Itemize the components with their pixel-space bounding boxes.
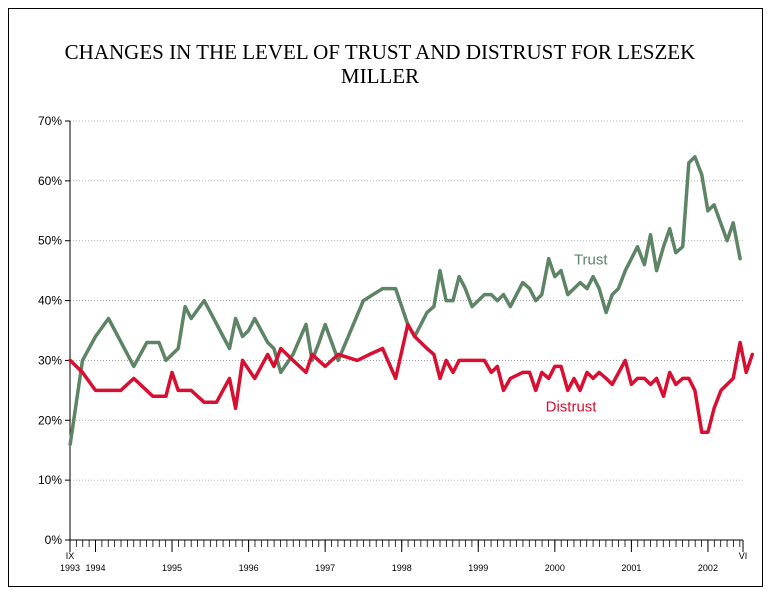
x-tick-label: 2001 — [621, 563, 641, 573]
y-tick-label: 10% — [38, 473, 62, 487]
y-tick-label: 20% — [38, 413, 62, 427]
x-tick-label: 1998 — [392, 563, 412, 573]
y-tick-label: 50% — [38, 234, 62, 248]
trust-label: Trust — [574, 252, 608, 269]
x-tick-label: 2000 — [545, 563, 565, 573]
series-labels: Trust Distrust — [546, 252, 609, 416]
x-tick-label-top: IX — [66, 551, 75, 561]
y-tick-label: 70% — [38, 114, 62, 128]
trust-line — [68, 155, 742, 446]
x-tick-label: 1999 — [468, 563, 488, 573]
y-tick-label: 30% — [38, 353, 62, 367]
x-tick-label: 1993 — [60, 563, 80, 573]
series-lines — [68, 155, 755, 446]
y-tick-label: 0% — [45, 533, 63, 547]
y-tick-label: 60% — [38, 174, 62, 188]
x-tick-label: 1997 — [315, 563, 335, 573]
gridlines — [70, 120, 743, 481]
x-tick-label: 1994 — [85, 563, 105, 573]
chart-title: CHANGES IN THE LEVEL OF TRUST AND DISTRU… — [64, 40, 696, 88]
x-tick-label: 1996 — [239, 563, 259, 573]
x-tick-label: 1995 — [162, 563, 182, 573]
distrust-line — [68, 322, 755, 435]
axes: 0% 10% 20% 30% 40% 50% 60% 70% IX 1993 1994 1995 199… — [38, 114, 747, 573]
distrust-label: Distrust — [546, 398, 598, 415]
y-tick-label: 40% — [38, 294, 62, 308]
chart-frame — [8, 8, 763, 587]
x-tick-label: 2002 — [698, 563, 718, 573]
x-tick-label-top: VI — [739, 551, 748, 561]
